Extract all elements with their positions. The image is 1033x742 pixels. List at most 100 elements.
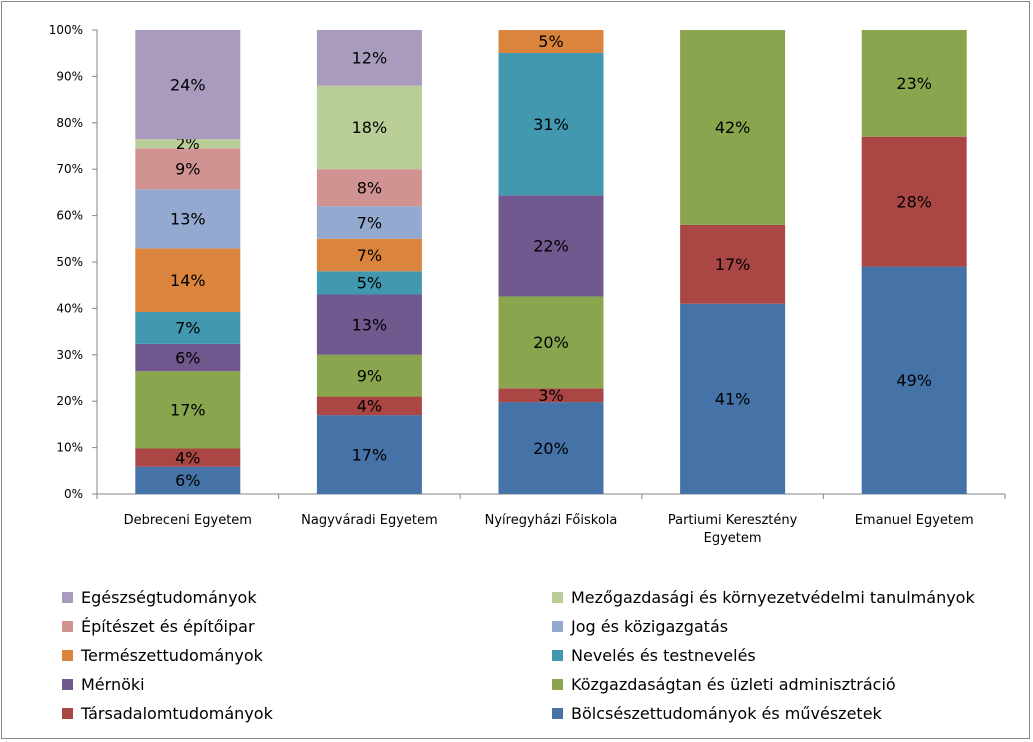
- legend-swatch: [62, 649, 73, 661]
- legend-label: Közgazdaságtan és üzleti adminisztráció: [571, 674, 896, 694]
- bar-segment: [316, 271, 422, 295]
- legend-swatch: [552, 707, 563, 719]
- x-category-label: Nyíregyházi Főiskola: [485, 513, 618, 528]
- y-tick-label: 70%: [56, 162, 83, 176]
- data-label: 3%: [538, 386, 563, 405]
- legend-swatch: [62, 678, 73, 690]
- data-label: 14%: [170, 271, 206, 290]
- data-label: 5%: [538, 32, 563, 51]
- bar-segment: [316, 396, 422, 416]
- legend-item: Természettudományok: [62, 644, 263, 666]
- data-label: 6%: [175, 348, 200, 367]
- y-tick-label: 60%: [56, 209, 83, 223]
- y-tick-label: 10%: [56, 441, 83, 455]
- data-label: 49%: [896, 371, 932, 390]
- bar-segment: [135, 448, 241, 467]
- legend-item: Társadalomtudományok: [62, 702, 273, 724]
- legend-swatch: [62, 620, 73, 632]
- data-label: 17%: [352, 445, 388, 464]
- x-category-label: Partiumi Keresztény: [668, 513, 798, 528]
- data-label: 41%: [715, 390, 751, 409]
- bar-segment: [861, 136, 967, 267]
- legend-label: Mérnöki: [81, 674, 145, 694]
- bar-segment: [316, 238, 422, 272]
- bar-segment: [498, 195, 604, 297]
- bar-segment: [861, 30, 967, 137]
- bar-segment: [135, 371, 241, 449]
- data-label: 20%: [533, 439, 569, 458]
- legend-item: Mérnöki: [62, 673, 145, 695]
- data-label: 28%: [896, 192, 932, 211]
- legend-swatch: [552, 620, 563, 632]
- stacked-bar-chart: 0% 10% 20% 30% 40% 50% 60% 70% 80% 90% 100% 6% 4% 17%…: [49, 23, 1006, 546]
- bar-segment: [316, 30, 422, 86]
- legend-swatch: [62, 707, 73, 719]
- legend-swatch: [62, 591, 73, 603]
- x-category-label: Egyetem: [704, 531, 762, 546]
- y-tick-label: 40%: [56, 301, 83, 315]
- bar-segment: [135, 248, 241, 313]
- legend-item: Jog és közigazgatás: [552, 615, 728, 637]
- y-tick-label: 50%: [56, 255, 83, 269]
- x-category-label: Debreceni Egyetem: [124, 513, 252, 528]
- legend-label: Nevelés és testnevelés: [571, 645, 756, 665]
- data-label: 13%: [352, 315, 388, 334]
- legend-label: Bölcsészettudományok és művészetek: [571, 703, 882, 723]
- legend-item: Mezőgazdasági és környezetvédelmi tanulm…: [552, 586, 975, 608]
- legend-swatch: [552, 591, 563, 603]
- bar-segment: [135, 139, 241, 149]
- data-label: 42%: [715, 118, 751, 137]
- data-label: 12%: [352, 49, 388, 68]
- bar-segment: [135, 466, 241, 494]
- data-label: 9%: [357, 366, 382, 385]
- legend-item: Építészet és építőipar: [62, 615, 255, 637]
- legend-item: Bölcsészettudományok és művészetek: [552, 702, 882, 724]
- legend-label: Építészet és építőipar: [81, 616, 255, 636]
- bar-segment: [316, 354, 422, 397]
- legend-label: Mezőgazdasági és környezetvédelmi tanulm…: [571, 587, 975, 607]
- bar-segment: [316, 294, 422, 355]
- data-label: 13%: [170, 210, 206, 229]
- bar-segment: [135, 189, 241, 249]
- bar-segment: [498, 388, 604, 403]
- legend-swatch: [552, 649, 563, 661]
- bar-segment: [680, 303, 786, 494]
- data-label: 22%: [533, 237, 569, 256]
- bar-segment: [316, 85, 422, 170]
- x-category-label: Emanuel Egyetem: [855, 513, 974, 528]
- bar-segment: [135, 343, 241, 372]
- x-category-label: Nagyváradi Egyetem: [301, 513, 438, 528]
- bar-segment: [680, 30, 786, 225]
- legend-label: Természettudományok: [81, 645, 263, 665]
- y-tick-label: 100%: [49, 23, 83, 37]
- bar-segment: [135, 312, 241, 344]
- legend-item: Nevelés és testnevelés: [552, 644, 756, 666]
- data-label: 7%: [357, 213, 382, 232]
- y-tick-label: 80%: [56, 116, 83, 130]
- bar-segment: [498, 52, 604, 196]
- plot-area: 0% 10% 20% 30% 40% 50% 60% 70% 80% 90% 100% 6% 4% 17%…: [49, 23, 1006, 546]
- bar-segment: [316, 415, 422, 494]
- legend-label: Jog és közigazgatás: [571, 616, 729, 636]
- bar-segment: [498, 30, 604, 53]
- data-label: 18%: [352, 118, 388, 137]
- bar-segment: [680, 224, 786, 304]
- data-label: 5%: [357, 274, 382, 293]
- y-tick-label: 30%: [56, 348, 83, 362]
- data-label: 17%: [170, 401, 206, 420]
- data-label: 20%: [533, 333, 569, 352]
- data-label: 6%: [175, 471, 200, 490]
- y-tick-label: 0%: [64, 487, 83, 501]
- legend-item: Egészségtudományok: [62, 586, 257, 608]
- data-label: 23%: [896, 74, 932, 93]
- y-tick-label: 90%: [56, 69, 83, 83]
- y-tick-label: 20%: [56, 394, 83, 408]
- legend-item: Közgazdaságtan és üzleti adminisztráció: [552, 673, 896, 695]
- data-label: 31%: [533, 115, 569, 134]
- data-label: 7%: [357, 246, 382, 265]
- bar-segment: [135, 30, 241, 140]
- bar-segment: [498, 402, 604, 494]
- bar-segment: [861, 266, 967, 494]
- bar-segment: [498, 296, 604, 389]
